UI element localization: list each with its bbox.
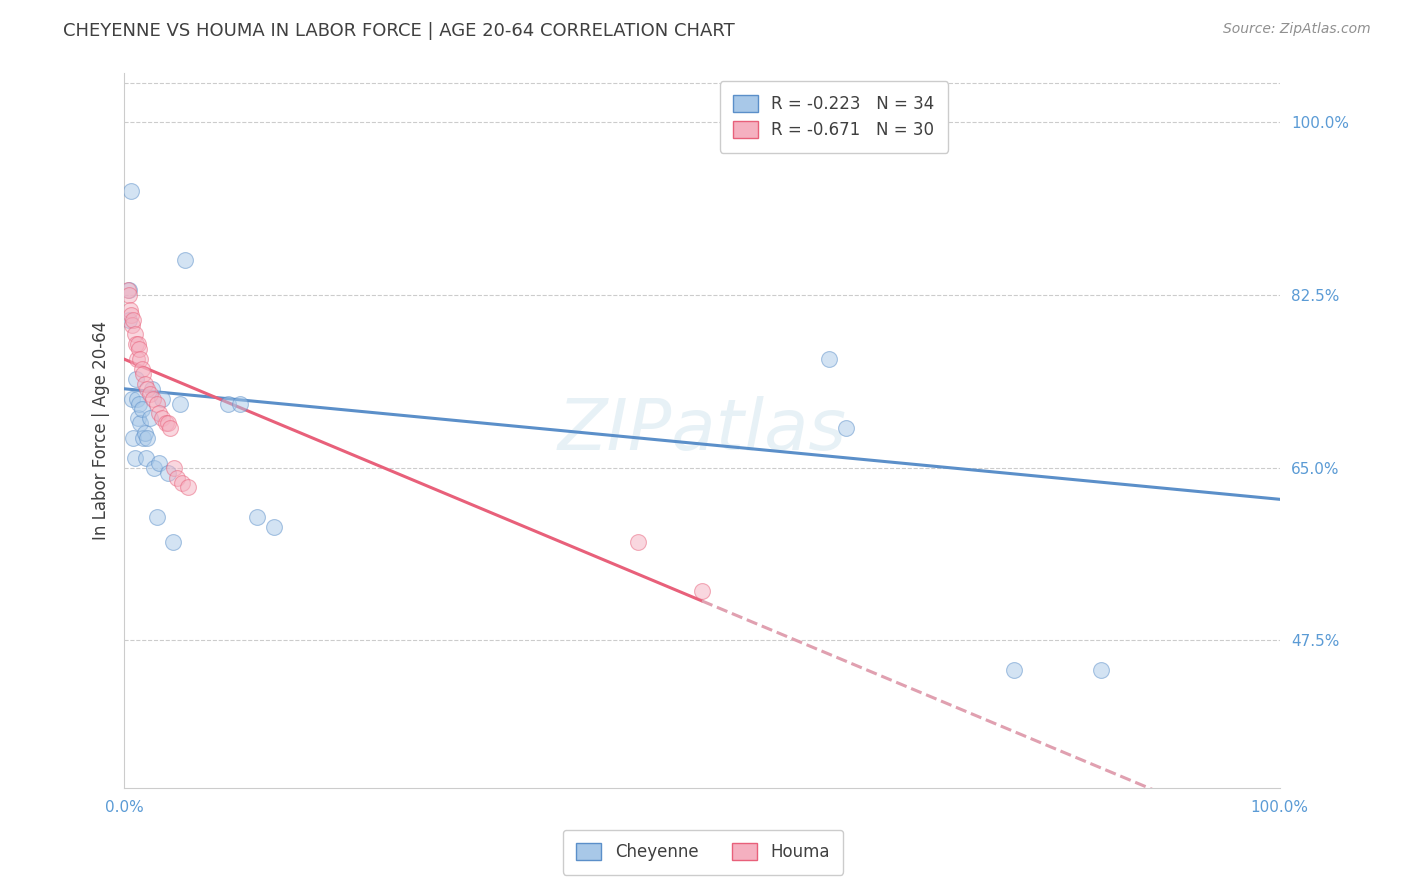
Point — [131, 431, 153, 445]
Point — [122, 312, 145, 326]
Point — [157, 417, 180, 431]
Point — [835, 421, 858, 435]
Point — [134, 426, 156, 441]
Point — [118, 283, 141, 297]
Point — [129, 417, 152, 431]
Point — [127, 411, 149, 425]
Point — [1090, 663, 1112, 677]
Point — [818, 352, 841, 367]
Point — [124, 450, 146, 465]
Point — [143, 460, 166, 475]
Text: CHEYENNE VS HOUMA IN LABOR FORCE | AGE 20-64 CORRELATION CHART: CHEYENNE VS HOUMA IN LABOR FORCE | AGE 2… — [63, 22, 735, 40]
Point — [148, 456, 170, 470]
Point — [690, 584, 713, 599]
Point — [120, 185, 142, 199]
Point — [138, 386, 160, 401]
Point — [128, 343, 150, 357]
Point — [150, 411, 173, 425]
Point — [125, 392, 148, 406]
Point — [118, 312, 141, 326]
Point — [141, 382, 163, 396]
Point — [174, 253, 197, 268]
Point — [118, 288, 141, 302]
Point — [131, 401, 153, 416]
Point — [125, 352, 148, 367]
Point — [145, 510, 167, 524]
Y-axis label: In Labor Force | Age 20-64: In Labor Force | Age 20-64 — [93, 321, 110, 541]
Point — [134, 376, 156, 391]
Point — [229, 396, 252, 410]
Point — [150, 392, 173, 406]
Point — [118, 302, 141, 317]
Point — [117, 283, 139, 297]
Point — [135, 450, 157, 465]
Point — [142, 392, 165, 406]
Point — [177, 480, 200, 494]
Point — [246, 510, 269, 524]
Point — [159, 421, 181, 435]
Point — [169, 396, 191, 410]
Point — [125, 337, 148, 351]
Point — [125, 372, 148, 386]
Point — [163, 460, 186, 475]
Point — [217, 396, 239, 410]
Text: Source: ZipAtlas.com: Source: ZipAtlas.com — [1223, 22, 1371, 37]
Point — [136, 431, 159, 445]
Legend: R = -0.223   N = 34, R = -0.671   N = 30: R = -0.223 N = 34, R = -0.671 N = 30 — [720, 81, 948, 153]
Point — [148, 407, 170, 421]
Point — [131, 362, 153, 376]
Point — [127, 337, 149, 351]
Point — [166, 470, 188, 484]
Point — [170, 475, 193, 490]
Point — [121, 392, 143, 406]
Point — [145, 396, 167, 410]
Point — [157, 466, 180, 480]
Point — [138, 411, 160, 425]
Point — [1002, 663, 1025, 677]
Point — [627, 534, 650, 549]
Point — [263, 520, 285, 534]
Point — [121, 318, 143, 332]
Point — [124, 327, 146, 342]
Text: ZIPatlas: ZIPatlas — [557, 396, 846, 466]
Point — [155, 417, 177, 431]
Point — [128, 396, 150, 410]
Legend: Cheyenne, Houma: Cheyenne, Houma — [564, 830, 842, 875]
Point — [120, 308, 142, 322]
Point — [131, 367, 153, 381]
Point — [129, 352, 152, 367]
Point — [122, 431, 145, 445]
Point — [136, 382, 159, 396]
Point — [162, 534, 184, 549]
